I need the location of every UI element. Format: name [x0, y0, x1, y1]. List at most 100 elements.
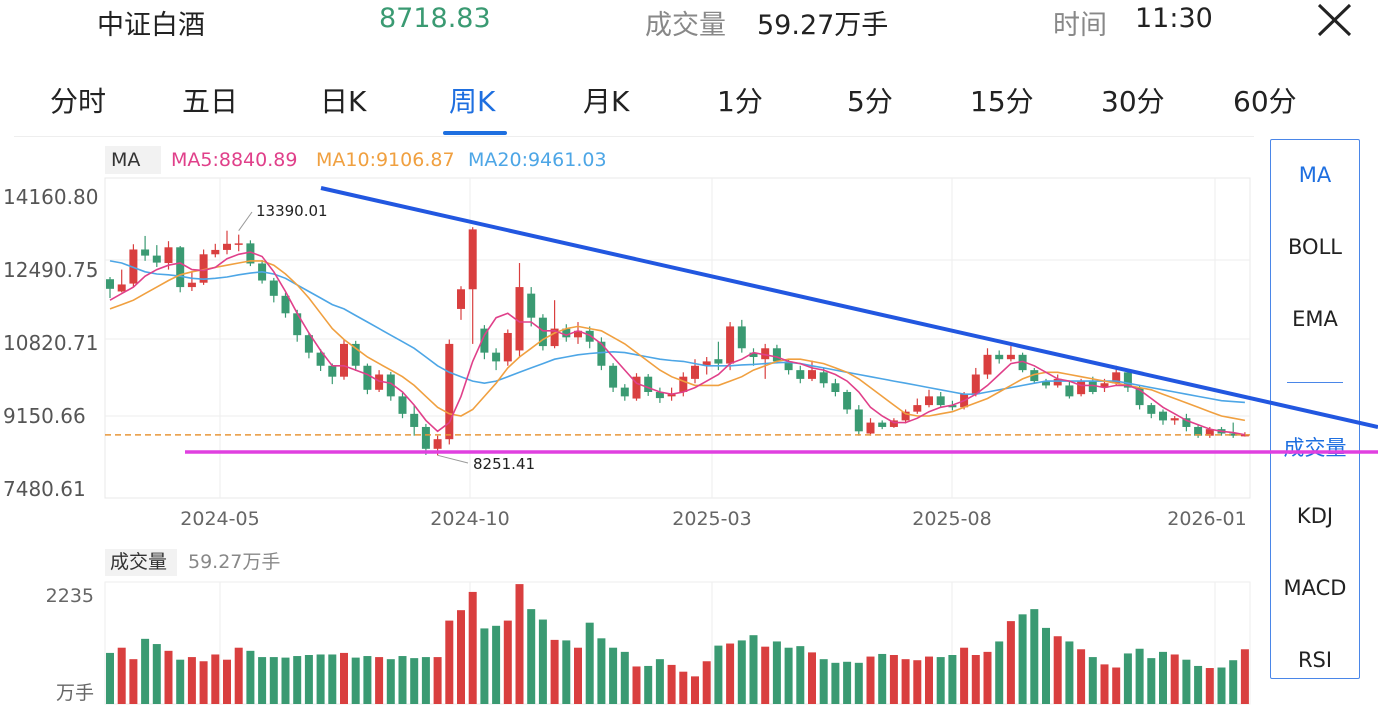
indicator-rsi[interactable]: RSI	[1297, 648, 1333, 672]
volume-bar-48	[667, 664, 676, 704]
indicator-ma[interactable]: MA	[1298, 163, 1332, 187]
tab-intraday[interactable]: 分时	[50, 85, 107, 118]
volume-bar-10	[223, 659, 231, 704]
candle-body-51	[702, 361, 711, 366]
volume-bar-78	[1018, 614, 1027, 704]
candle-body-14	[269, 280, 278, 296]
candle-body-11	[234, 243, 243, 245]
volume-bar-38	[550, 639, 559, 704]
candle-body-13	[258, 263, 267, 281]
volume-bar-14	[269, 657, 278, 704]
candle-body-43	[609, 365, 618, 388]
candle-body-38	[550, 328, 559, 347]
volume-bar-79	[1030, 609, 1039, 704]
candle-body-53	[726, 326, 735, 364]
ma10-legend: MA10:9106.87	[316, 149, 455, 171]
candle-body-49	[679, 376, 688, 392]
volume-bar-85	[1100, 664, 1109, 704]
tab-5min[interactable]: 5分	[847, 85, 893, 118]
candle-body-45	[632, 376, 641, 399]
volume-bar-2	[129, 659, 138, 704]
candle-body-25	[398, 396, 407, 414]
indicator-kdj[interactable]: KDJ	[1296, 504, 1334, 528]
volume-bar-53	[726, 643, 735, 704]
tab-15min[interactable]: 15分	[970, 85, 1034, 118]
volume-bar-29	[445, 620, 454, 704]
candle-body-73	[960, 394, 969, 408]
tab-monthly-k[interactable]: 月K	[583, 85, 630, 118]
indicator-macd[interactable]: MACD	[1283, 576, 1347, 600]
tab-60min[interactable]: 60分	[1233, 85, 1297, 118]
ma20-line	[109, 260, 1245, 404]
volume-bar-23	[375, 657, 384, 704]
high-pointer	[238, 211, 253, 231]
candles	[106, 227, 1249, 456]
time-axis: 2024-05 2024-10 2025-03 2025-08 2026-01	[180, 508, 1246, 530]
volume-bar-84	[1088, 657, 1097, 704]
volume-bar-12	[246, 650, 255, 704]
candle-body-18	[316, 352, 325, 366]
candle-body-2	[129, 249, 138, 284]
candle-body-47	[655, 391, 664, 399]
volume-bar-50	[691, 676, 699, 704]
candle-body-15	[281, 295, 290, 314]
candle-body-91	[1170, 418, 1179, 421]
close-button[interactable]	[1312, 0, 1358, 40]
volume-bar-72	[948, 655, 957, 704]
volume-bar-67	[889, 655, 898, 704]
volume-bar-35	[515, 584, 524, 704]
volume-bar-75	[983, 651, 992, 704]
candle-body-22	[363, 365, 372, 390]
volume-bar-45	[632, 666, 641, 704]
candle-body-93	[1194, 426, 1203, 436]
volume-bar-6	[176, 659, 185, 704]
volume-bar-56	[761, 646, 770, 704]
volume-panel-value: 59.27万手	[188, 551, 280, 573]
candle-body-33	[492, 352, 501, 362]
volume-bar-66	[878, 653, 887, 704]
volume-bar-61	[819, 659, 828, 704]
volume-bar-31	[468, 591, 477, 704]
candle-body-16	[293, 313, 302, 336]
tab-1min[interactable]: 1分	[717, 85, 763, 118]
volume-bar-60	[808, 652, 816, 704]
tab-weekly-k[interactable]: 周K	[449, 85, 496, 118]
candle-body-87	[1123, 372, 1132, 388]
indicator-ema[interactable]: EMA	[1292, 307, 1338, 331]
candle-body-4	[152, 255, 161, 263]
price-tick-label-3: 9150.66	[3, 404, 86, 428]
volume-bar-32	[480, 628, 489, 704]
volume-bar-3	[141, 638, 150, 704]
price-grid	[104, 177, 1251, 499]
ma5-legend: MA5:8840.89	[171, 149, 297, 171]
volume-bar-52	[714, 645, 723, 704]
indicator-boll[interactable]: BOLL	[1288, 235, 1342, 259]
candle-body-19	[328, 365, 337, 377]
time-tick-label-3: 2025-08	[912, 508, 991, 530]
tab-daily-k[interactable]: 日K	[320, 85, 367, 118]
candle-body-9	[211, 249, 220, 255]
candle-body-58	[784, 361, 793, 371]
volume-bar-94	[1205, 668, 1214, 704]
volume-bar-37	[538, 619, 547, 704]
tab-30min[interactable]: 30分	[1101, 85, 1165, 118]
candle-body-74	[971, 374, 980, 395]
trendline	[320, 186, 1378, 429]
candle-body-97	[1240, 434, 1249, 437]
candle-body-82	[1065, 385, 1074, 397]
candle-body-56	[761, 348, 770, 360]
candle-body-61	[819, 372, 828, 384]
indicator-panel: MA BOLL EMA 成交量 KDJ MACD RSI	[1270, 139, 1360, 679]
candle-body-35	[515, 287, 524, 351]
volume-bar-97	[1240, 649, 1249, 704]
indicator-volume[interactable]: 成交量	[1283, 436, 1347, 460]
candle-body-68	[901, 411, 910, 421]
tab-five-day[interactable]: 五日	[182, 85, 239, 118]
volume-bar-30	[457, 610, 465, 704]
time-label: 时间	[1053, 10, 1107, 41]
volume-bar-92	[1182, 659, 1191, 704]
candle-body-5	[164, 247, 173, 264]
candle-body-70	[925, 396, 933, 406]
time-tick-label-2: 2025-03	[672, 508, 751, 530]
volume-bar-76	[995, 641, 1004, 704]
